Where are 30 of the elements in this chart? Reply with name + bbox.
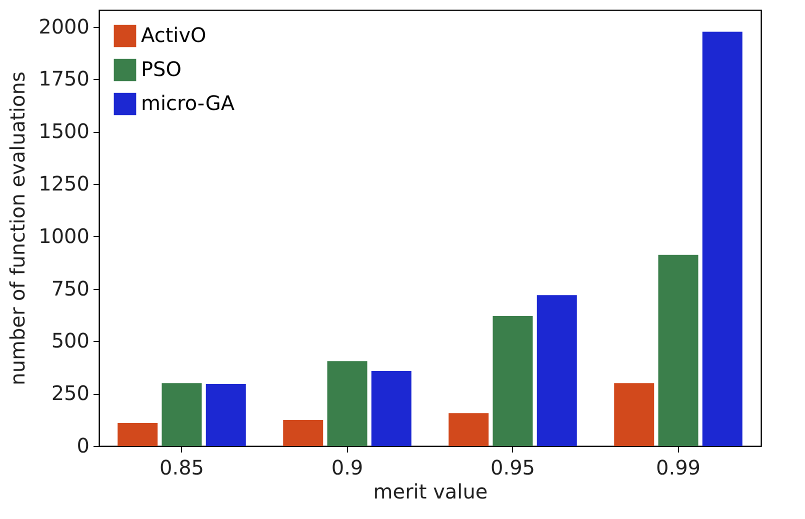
bar <box>492 316 533 446</box>
y-tick-label: 500 <box>51 328 90 353</box>
legend-label: PSO <box>141 57 182 81</box>
bar <box>206 384 246 446</box>
x-tick-label: 0.85 <box>159 456 204 480</box>
x-tick-label: 0.99 <box>656 456 701 480</box>
bar <box>614 383 654 446</box>
y-axis-title: number of function evaluations <box>6 72 30 386</box>
bar <box>162 383 202 446</box>
legend-label: ActivO <box>141 23 206 47</box>
bar <box>448 413 489 446</box>
bar <box>536 295 577 446</box>
x-tick-label: 0.95 <box>490 456 536 480</box>
bar <box>283 420 324 446</box>
legend-label: micro-GA <box>141 91 235 115</box>
x-tick-label: 0.9 <box>331 456 364 480</box>
y-tick-label: 250 <box>51 381 90 406</box>
y-tick-label: 1750 <box>38 66 90 91</box>
y-tick-label: 1500 <box>38 119 90 144</box>
bar <box>702 32 742 446</box>
y-tick-label: 750 <box>51 276 90 300</box>
y-tick-label: 1000 <box>38 224 90 248</box>
y-tick-label: 1250 <box>38 171 90 196</box>
y-tick-label: 0 <box>76 434 90 458</box>
bar <box>327 361 368 446</box>
bar <box>118 422 158 446</box>
x-axis-title: merit value <box>373 480 488 504</box>
bar <box>371 370 412 446</box>
bar <box>658 254 698 446</box>
y-tick-label: 2000 <box>38 14 90 38</box>
